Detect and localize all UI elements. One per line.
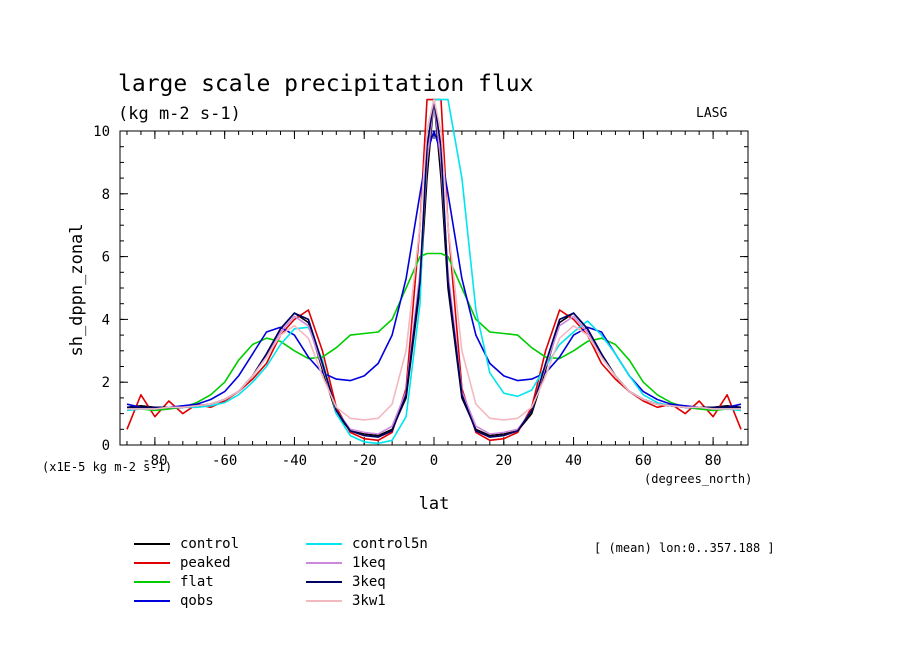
legend-item: 3kw1: [306, 591, 386, 610]
legend-swatch: [134, 542, 170, 545]
y-tick-label: 10: [93, 124, 110, 140]
chart-subtitle: (kg m-2 s-1): [118, 104, 241, 124]
legend-swatch: [306, 599, 342, 602]
x-tick-label: -20: [352, 453, 377, 469]
x-axis-label: lat: [419, 494, 450, 514]
legend-label: 3keq: [352, 573, 386, 590]
legend-item: flat: [134, 572, 214, 591]
legend-swatch: [306, 542, 342, 545]
series-line-control5n: [126, 98, 742, 445]
x-tick-label: -40: [282, 453, 307, 469]
series-line-qobs: [126, 130, 742, 410]
legend-item: peaked: [134, 553, 231, 572]
y-tick-label: 6: [102, 250, 110, 266]
legend-label: 1keq: [352, 554, 386, 571]
legend: control peaked flat qobs control5n 1keq 3keq 3k…: [134, 534, 494, 614]
x-tick-label: 0: [430, 453, 438, 469]
legend-item: qobs: [134, 591, 214, 610]
y-tick-label: 0: [102, 438, 110, 454]
y-tick-label: 4: [102, 312, 110, 328]
legend-swatch: [134, 580, 170, 583]
y-axis-label: sh_dppn_zonal: [67, 223, 87, 356]
legend-item: 3keq: [306, 572, 386, 591]
x-tick-label: -60: [212, 453, 237, 469]
x-units: (degrees_north): [644, 472, 752, 486]
mean-note: [ (mean) lon:0..357.188 ]: [594, 541, 775, 555]
axis-ticks: -80 -60 -40 -20 0 20 40 60 80 0 2 4 6 8 10: [93, 124, 748, 469]
legend-swatch: [134, 561, 170, 564]
series-line-peaked: [126, 98, 742, 442]
legend-label: control5n: [352, 535, 428, 552]
legend-swatch: [306, 580, 342, 583]
legend-item: control: [134, 534, 239, 553]
series-line-3kw1: [127, 98, 741, 421]
series-line-1keq: [127, 98, 741, 435]
legend-swatch: [134, 599, 170, 602]
legend-label: qobs: [180, 592, 214, 609]
x-tick-label: 40: [565, 453, 582, 469]
legend-item: control5n: [306, 534, 428, 553]
legend-label: 3kw1: [352, 592, 386, 609]
x-tick-label: 20: [495, 453, 512, 469]
legend-label: peaked: [180, 554, 231, 571]
legend-item: 1keq: [306, 553, 386, 572]
chart-title: large scale precipitation flux: [118, 71, 533, 97]
x-tick-label: 60: [635, 453, 652, 469]
legend-swatch: [306, 561, 342, 564]
chart-tag: LASG: [696, 106, 727, 121]
series-line-control: [126, 98, 742, 437]
x-tick-label: 80: [705, 453, 722, 469]
y-tick-label: 8: [102, 187, 110, 203]
series-line-flat: [126, 252, 742, 412]
series-lines: [126, 98, 742, 445]
y-tick-label: 2: [102, 375, 110, 391]
legend-label: control: [180, 535, 240, 552]
legend-label: flat: [180, 573, 214, 590]
x-tick-label: -80: [142, 453, 167, 469]
y-units: (x1E-5 kg m-2 s-1): [42, 460, 172, 474]
